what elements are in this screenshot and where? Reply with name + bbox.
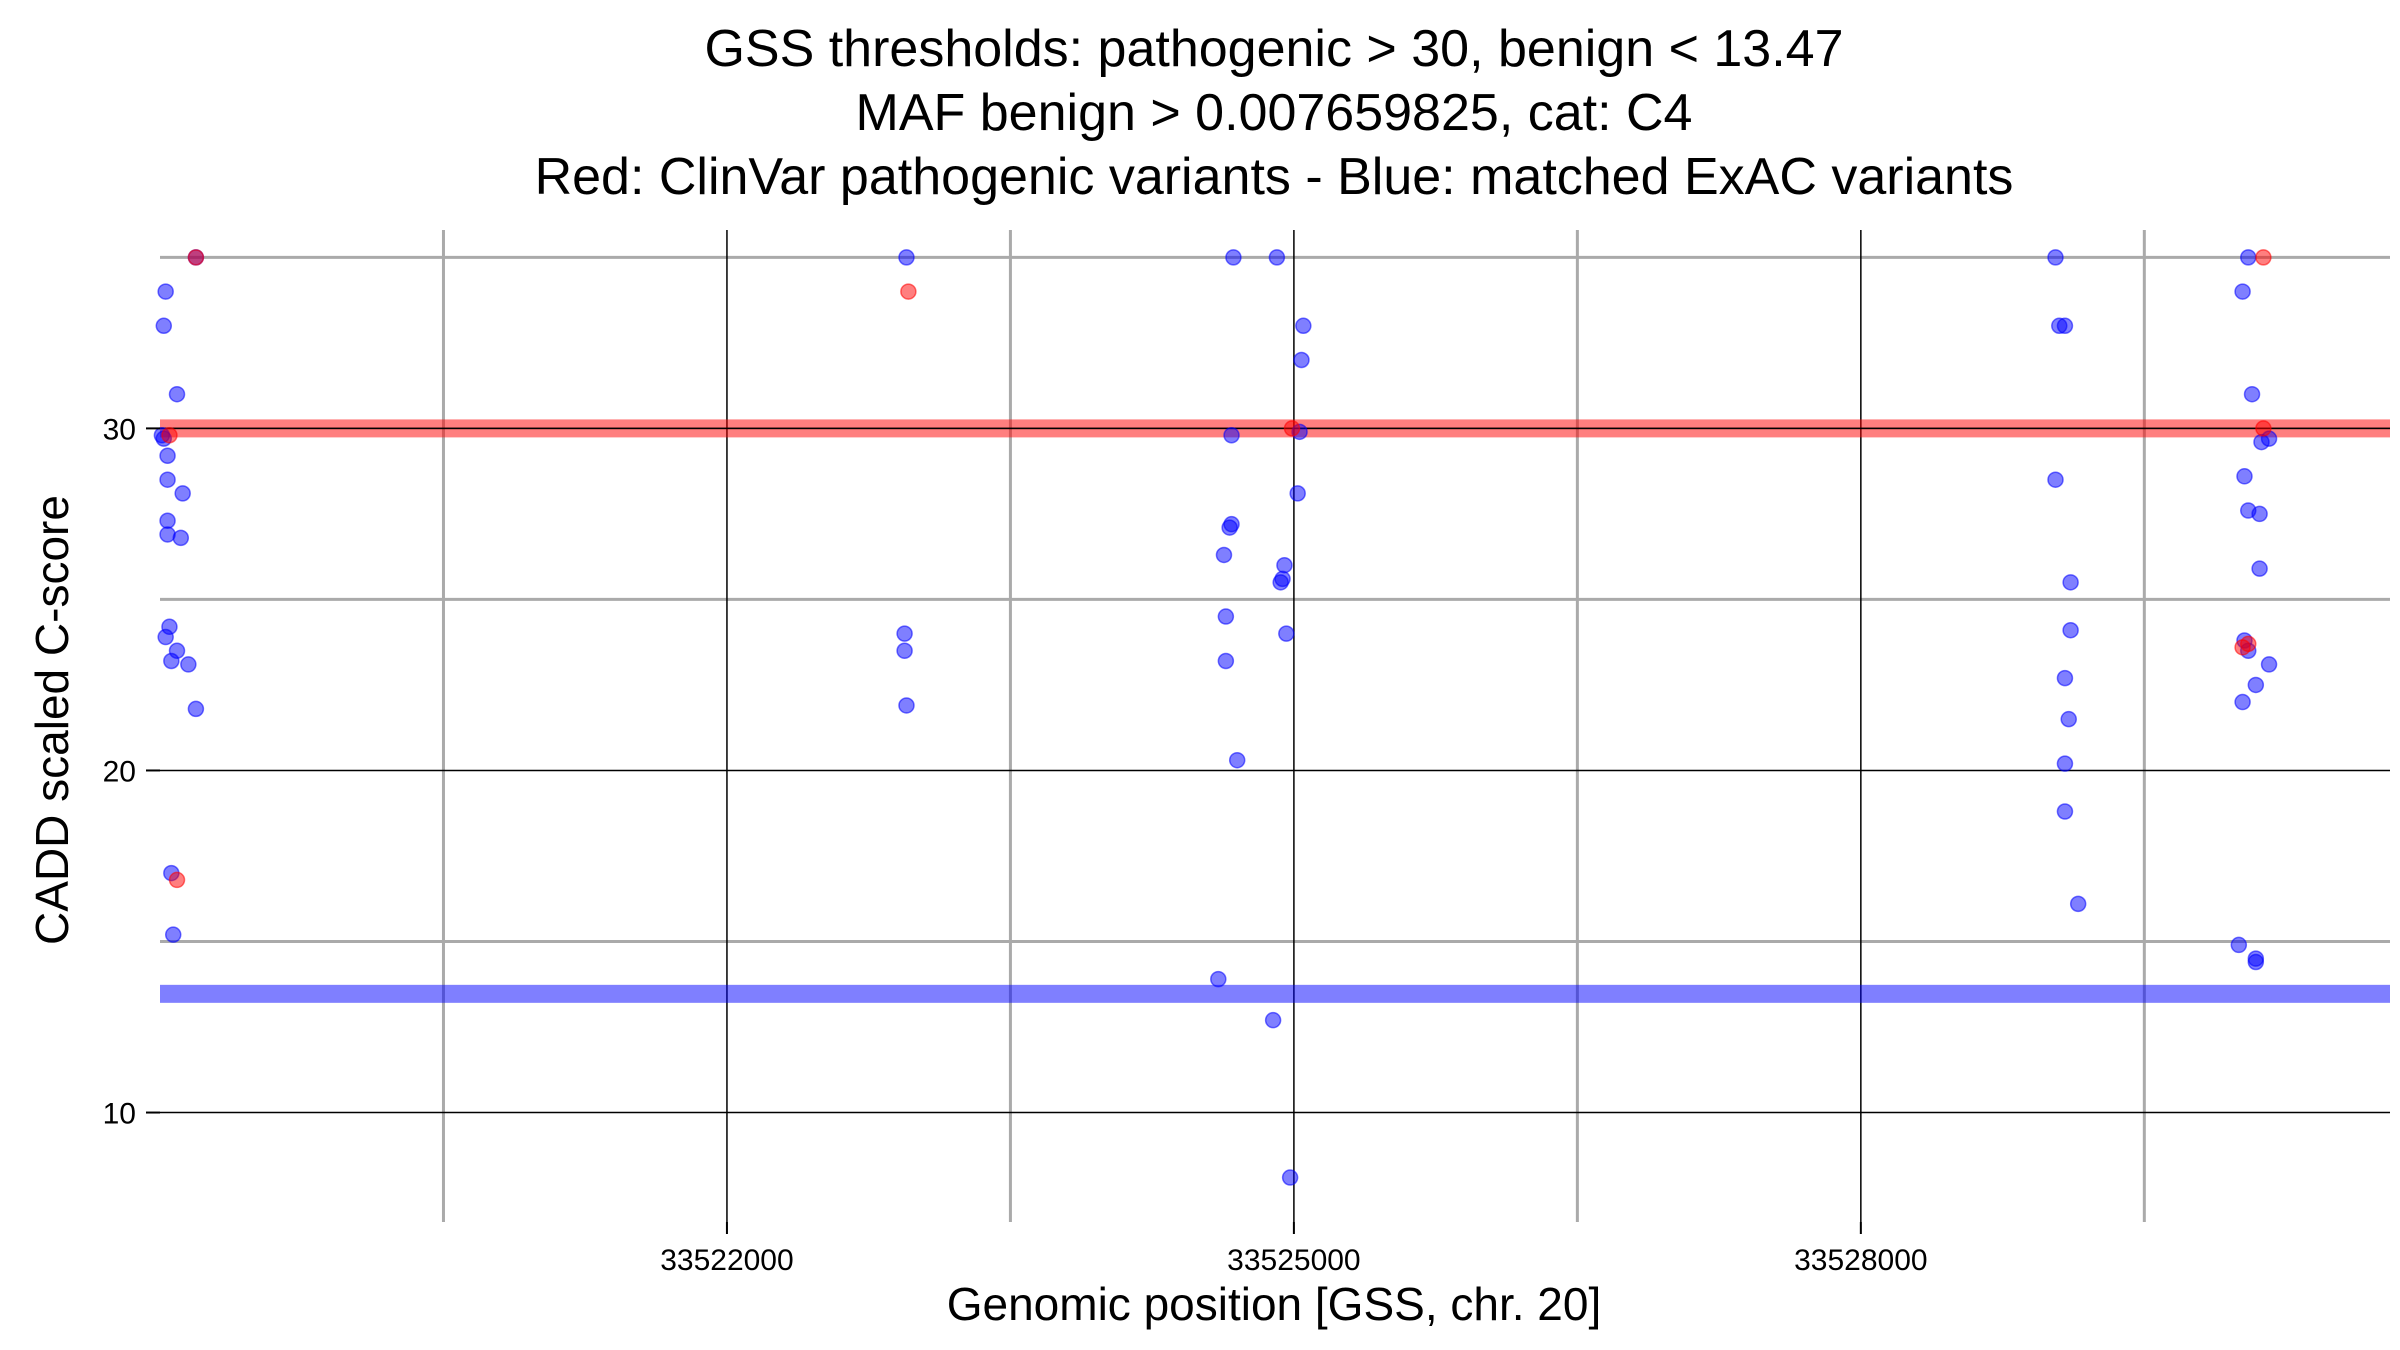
y-tick-label: 30 xyxy=(103,413,136,446)
matched-point xyxy=(2056,317,2074,335)
matched-point xyxy=(896,625,913,642)
matched-point xyxy=(2247,676,2265,694)
matched-point xyxy=(180,656,197,673)
matched-point xyxy=(2251,560,2268,577)
x-tick-label: 33522000 xyxy=(660,1244,793,1277)
matched-point xyxy=(898,249,915,266)
pathogenic-point xyxy=(1283,420,1301,437)
matched-point xyxy=(2056,669,2074,687)
matched-point xyxy=(159,471,176,488)
matched-point xyxy=(2240,249,2257,266)
y-tick-label: 10 xyxy=(103,1098,136,1131)
matched-point xyxy=(2056,803,2074,820)
matched-point xyxy=(1217,652,1235,670)
minor-gridlines xyxy=(160,230,2390,1222)
data-points xyxy=(153,249,2278,1186)
matched-point xyxy=(155,317,173,335)
y-axis-label: CADD scaled C-score xyxy=(26,495,78,945)
matched-point xyxy=(1221,519,1238,536)
matched-point xyxy=(1289,485,1306,502)
matched-point xyxy=(1210,970,1227,988)
matched-point xyxy=(1217,608,1235,625)
matched-point xyxy=(1293,351,1310,369)
pathogenic-point xyxy=(900,283,917,300)
matched-point xyxy=(2056,755,2074,772)
matched-point xyxy=(2062,621,2079,639)
x-tick-label: 33528000 xyxy=(1794,1244,1927,1277)
y-tick-label: 20 xyxy=(103,755,136,788)
x-tick-label: 33525000 xyxy=(1227,1244,1360,1277)
matched-point xyxy=(2234,693,2251,711)
pathogenic-point xyxy=(2255,249,2272,266)
major-gridlines xyxy=(160,230,2390,1222)
matched-point xyxy=(1215,546,1233,564)
matched-point xyxy=(1272,574,1289,591)
matched-point xyxy=(1223,426,1240,444)
matched-point xyxy=(164,926,182,943)
matched-point xyxy=(187,700,205,718)
chart-title-line-1: GSS thresholds: pathogenic > 30, benign … xyxy=(704,20,1843,78)
y-axis-ticks: 10 20 30 xyxy=(103,413,160,1131)
matched-point xyxy=(168,385,186,403)
matched-point xyxy=(2236,468,2253,485)
matched-point xyxy=(1295,317,1312,335)
matched-point xyxy=(2243,385,2261,403)
matched-point xyxy=(1228,751,1246,769)
matched-point xyxy=(2230,936,2248,954)
matched-point xyxy=(2060,710,2077,728)
matched-point xyxy=(1268,249,1286,266)
matched-point xyxy=(2234,283,2251,300)
matched-point xyxy=(2047,249,2064,266)
matched-point xyxy=(1264,1011,1282,1029)
threshold-band-1 xyxy=(160,984,2390,1003)
matched-point xyxy=(159,512,176,530)
pathogenic-point xyxy=(2234,639,2251,656)
matched-point xyxy=(2247,953,2265,971)
matched-point xyxy=(2047,471,2064,488)
matched-point xyxy=(1225,249,1242,266)
matched-point xyxy=(1278,625,1295,642)
x-axis-ticks: 33522000 33525000 33528000 xyxy=(660,1222,1928,1277)
x-axis-label: Genomic position [GSS, chr. 20] xyxy=(947,1278,1602,1330)
matched-point xyxy=(2251,505,2268,523)
matched-point xyxy=(174,485,191,502)
matched-point xyxy=(163,652,180,670)
matched-point xyxy=(898,697,915,714)
matched-point xyxy=(2062,574,2079,591)
matched-point xyxy=(2260,656,2278,673)
pathogenic-point xyxy=(187,249,205,266)
matched-point xyxy=(896,642,913,659)
chart-title-line-2: MAF benign > 0.007659825, cat: C4 xyxy=(856,84,1693,142)
matched-point xyxy=(157,283,174,300)
pathogenic-point xyxy=(2255,420,2272,437)
chart-title-line-3: Red: ClinVar pathogenic variants - Blue:… xyxy=(535,148,2014,206)
pathogenic-point xyxy=(168,871,186,889)
matched-point xyxy=(1281,1169,1299,1186)
matched-point xyxy=(1276,556,1293,574)
matched-point xyxy=(159,447,176,465)
matched-point xyxy=(157,628,174,646)
threshold-lines xyxy=(160,419,2390,1003)
matched-point xyxy=(172,529,190,547)
pathogenic-point xyxy=(161,426,178,444)
matched-point xyxy=(2069,895,2087,913)
matched-point xyxy=(2253,433,2270,451)
